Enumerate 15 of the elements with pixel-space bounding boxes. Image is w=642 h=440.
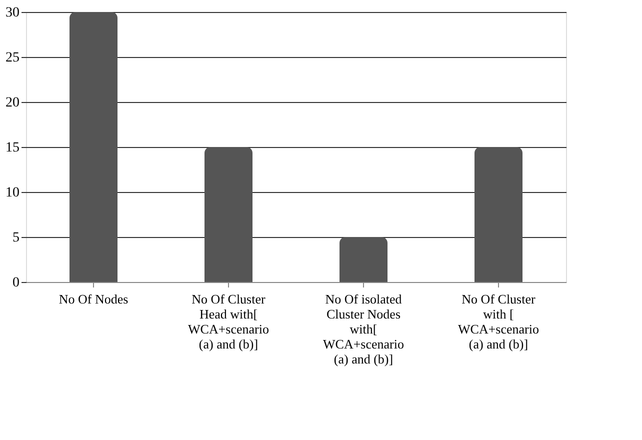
x-tick-label: No Of Nodes [58, 292, 128, 306]
y-tick-label: 25 [6, 50, 20, 66]
y-tick-label: 20 [6, 96, 20, 110]
x-tick-label: No Of Cluster Head with[ WCA+scenario (a) and (b)] [188, 292, 269, 352]
y-tick-label: 0 [12, 276, 20, 290]
y-tick-label: 15 [6, 140, 20, 156]
y-tick-label: 10 [6, 186, 20, 200]
y-tick-label: 30 [6, 6, 20, 20]
y-tick-label: 5 [12, 230, 20, 246]
bar [340, 237, 388, 282]
bar [474, 147, 522, 282]
x-tick-label: No Of Cluster with [ WCA+scenario (a) and (b)] [458, 292, 539, 352]
bar [70, 12, 118, 282]
bar [204, 147, 252, 282]
x-tick-label: No Of isolated Cluster Nodes with[ WCA+scenario (a) and (b)] [323, 292, 404, 366]
